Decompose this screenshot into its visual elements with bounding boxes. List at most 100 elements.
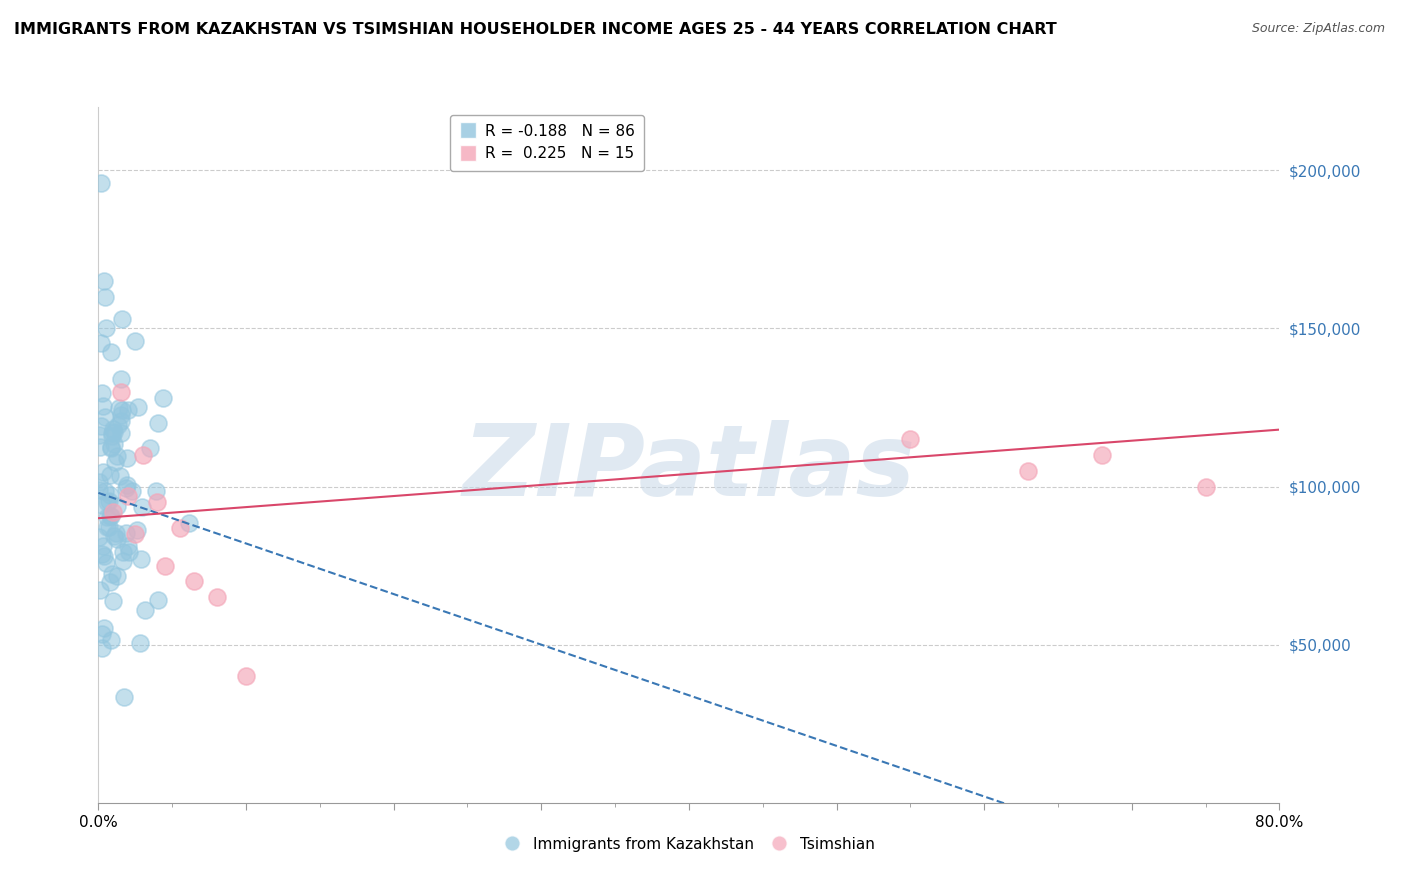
Point [132,448,155,462]
Point [145,484,167,499]
Point [152,392,174,406]
Point [124,527,146,541]
Point [103,425,125,440]
Point [90,418,112,433]
Point [98,508,121,523]
Point [115,481,138,495]
Point [117,402,139,417]
Point [127,523,149,537]
Point [112,690,135,705]
Point [91,399,114,413]
Point [96,520,118,534]
Point [128,636,150,650]
Point [90,498,112,512]
Point [117,539,139,553]
Point [100,441,122,455]
Point [117,544,139,558]
Point [101,429,124,443]
Point [108,401,131,415]
Point [121,484,143,499]
Point [104,455,127,469]
Point [100,567,122,582]
Point [117,489,139,503]
Point [96,495,118,509]
Point [110,312,132,326]
Point [105,569,128,583]
Point [110,384,132,399]
Point [110,414,132,428]
Point [205,591,228,605]
Point [96,510,118,524]
Point [100,487,122,501]
Point [110,425,132,440]
Point [1091,448,1114,462]
Point [89,483,111,498]
Point [111,554,134,568]
Point [90,547,112,561]
Point [98,574,121,589]
Point [1195,479,1218,493]
Point [134,603,156,617]
Point [103,505,125,519]
Point [90,335,112,350]
Point [100,344,122,359]
Point [94,321,117,335]
Point [110,402,132,417]
Point [97,494,120,508]
Text: IMMIGRANTS FROM KAZAKHSTAN VS TSIMSHIAN HOUSEHOLDER INCOME AGES 25 - 44 YEARS CO: IMMIGRANTS FROM KAZAKHSTAN VS TSIMSHIAN … [14,22,1057,37]
Point [115,526,138,541]
Point [91,539,114,553]
Point [146,593,169,607]
Point [89,428,111,442]
Point [110,372,132,386]
Point [110,409,132,423]
Point [93,549,115,563]
Point [146,495,169,509]
Point [111,545,134,559]
Point [93,409,115,424]
Point [89,582,111,597]
Point [146,416,169,430]
Point [105,499,128,513]
Point [103,529,125,543]
Point [93,274,115,288]
Point [89,530,111,544]
Point [1018,464,1040,478]
Point [89,475,111,490]
Point [124,334,146,348]
Point [100,508,122,523]
Point [127,400,149,414]
Point [103,594,125,608]
Point [177,516,200,530]
Point [900,432,922,446]
Point [105,532,128,546]
Point [101,425,124,440]
Point [90,627,112,641]
Point [100,633,122,648]
Point [98,467,121,482]
Point [93,621,115,635]
Text: ZIPatlas: ZIPatlas [463,420,915,517]
Point [153,558,176,573]
Point [107,417,129,432]
Point [89,440,111,454]
Point [169,521,191,535]
Point [131,500,153,514]
Point [91,386,114,401]
Point [103,422,125,436]
Point [91,640,114,655]
Point [100,440,122,454]
Legend: Immigrants from Kazakhstan, Tsimshian: Immigrants from Kazakhstan, Tsimshian [496,830,882,858]
Point [90,176,112,190]
Point [94,556,117,570]
Point [94,483,117,498]
Point [94,290,117,304]
Point [235,669,257,683]
Point [129,551,152,566]
Point [98,520,121,534]
Point [105,526,128,541]
Point [110,469,132,483]
Point [183,574,205,589]
Point [103,437,125,451]
Text: Source: ZipAtlas.com: Source: ZipAtlas.com [1251,22,1385,36]
